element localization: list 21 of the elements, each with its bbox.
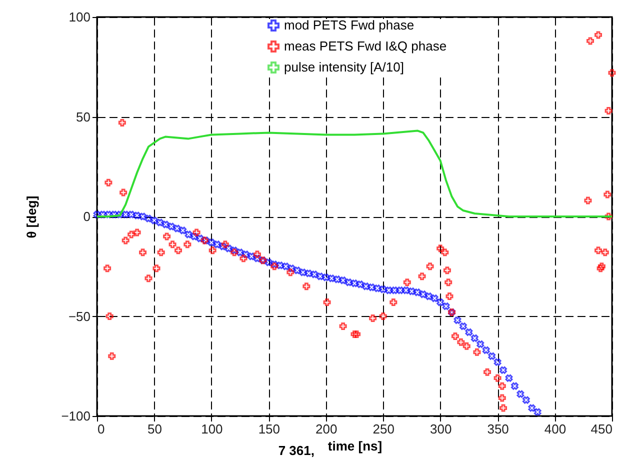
legend-label: pulse intensity [A/10]	[284, 60, 404, 74]
x-tick-label: 100	[201, 422, 223, 436]
x-tick-label: 250	[372, 422, 394, 436]
y-tick-label: −100	[61, 408, 90, 424]
x-tick-label: 300	[430, 422, 452, 436]
x-tick-label: 200	[316, 422, 338, 436]
y-tick-label: −50	[68, 308, 90, 324]
x-tick-label: 350	[487, 422, 509, 436]
x-tick-label: 50	[147, 422, 162, 436]
y-tick-label: 0	[83, 209, 90, 224]
y-axis-title: θ [deg]	[24, 196, 40, 238]
legend-label: meas PETS Fwd I&Q phase	[284, 38, 447, 54]
x-tick-label: 0	[98, 422, 105, 436]
legend-label: mod PETS Fwd phase	[284, 18, 414, 32]
y-tick-label: 100	[68, 10, 90, 24]
x-tick-label: 450	[590, 422, 612, 436]
x-tick-label: 150	[258, 422, 280, 436]
text: 7 361,	[278, 443, 314, 458]
x-axis-title: time [ns]	[328, 438, 382, 454]
y-tick-label: 50	[76, 109, 90, 124]
x-tick-label: 400	[544, 422, 566, 436]
